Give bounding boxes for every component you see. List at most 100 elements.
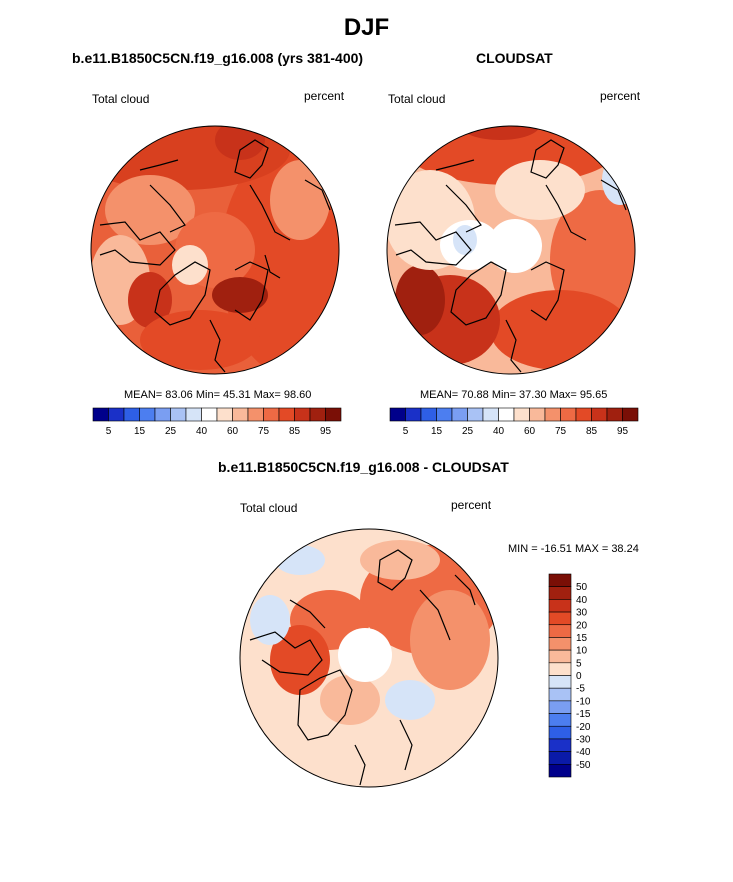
- diff-colorbar-swatch: [548, 713, 572, 727]
- diff-colorbar-tick-label: 50: [576, 582, 588, 593]
- model-colorbar-swatch: [108, 407, 125, 422]
- obs-colorbar-swatch: [575, 407, 592, 422]
- diff-colorbar-tick-label: 30: [576, 608, 588, 619]
- model-colorbar-tick-label: 15: [134, 426, 146, 437]
- obs-polar-map: [386, 125, 636, 375]
- obs-colorbar-tick-label: 75: [555, 426, 567, 437]
- diff-colorbar-swatch: [548, 586, 572, 600]
- model-polar-map: [90, 125, 340, 375]
- obs-colorbar-swatch: [389, 407, 406, 422]
- obs-colorbar-swatch: [482, 407, 499, 422]
- model-colorbar-tick-label: 40: [196, 426, 208, 437]
- diff-colorbar-swatch: [548, 687, 572, 702]
- model-colorbar-swatch: [139, 407, 156, 422]
- obs-variable-label: Total cloud: [388, 92, 446, 106]
- diff-stats: MIN = -16.51 MAX = 38.24: [508, 543, 639, 555]
- model-colorbar-swatch: [170, 407, 187, 422]
- obs-colorbar-swatch: [591, 407, 608, 422]
- diff-colorbar-tick-label: 40: [576, 595, 588, 606]
- model-colorbar-tick-label: 60: [227, 426, 239, 437]
- model-colorbar-swatch: [185, 407, 202, 422]
- model-colorbar-swatch: [216, 407, 233, 422]
- obs-colorbar-tick-label: 5: [403, 426, 409, 437]
- diff-colorbar-swatch: [548, 624, 572, 638]
- obs-colorbar-swatch: [513, 407, 530, 422]
- figure-title: DJF: [343, 14, 390, 41]
- diff-colorbar-swatch: [548, 649, 572, 664]
- diff-colorbar-tick-label: -30: [576, 734, 591, 745]
- model-colorbar-swatch: [154, 407, 171, 422]
- diff-coastlines: [249, 549, 476, 786]
- diff-colorbar-swatch: [548, 662, 572, 676]
- model-colorbar-swatch: [263, 407, 280, 422]
- obs-colorbar-tick-label: 25: [462, 426, 474, 437]
- obs-colorbar-swatch: [544, 407, 561, 422]
- obs-colorbar-swatch: [560, 407, 577, 422]
- obs-stats: MEAN= 70.88 Min= 37.30 Max= 95.65: [420, 389, 608, 401]
- diff-colorbar-tick-label: -5: [576, 684, 585, 695]
- diff-colorbar-swatch: [548, 700, 572, 714]
- obs-units-label: percent: [600, 89, 641, 103]
- diff-variable-label: Total cloud: [240, 501, 298, 515]
- model-colorbar-swatch: [92, 407, 109, 422]
- diff-colorbar-tick-label: -50: [576, 760, 591, 771]
- diff-colorbar-swatch: [548, 725, 572, 740]
- model-colorbar-swatch: [232, 407, 249, 422]
- obs-colorbar-tick-label: 60: [524, 426, 536, 437]
- obs-colorbar-swatch: [622, 407, 639, 422]
- diff-colorbar-swatch: [548, 675, 572, 689]
- diff-colorbar-tick-label: -15: [576, 709, 591, 720]
- diff-colorbar-swatch: [548, 751, 572, 765]
- diff-units-label: percent: [451, 498, 492, 512]
- obs-colorbar-swatch: [436, 407, 453, 422]
- diff-polar-map: [239, 528, 499, 788]
- obs-colorbar-swatch: [606, 407, 623, 422]
- obs-colorbar-swatch: [420, 407, 437, 422]
- diff-colorbar-tick-label: -20: [576, 722, 591, 733]
- obs-colorbar-tick-label: 40: [493, 426, 505, 437]
- obs-coastlines: [394, 139, 627, 373]
- diff-colorbar-tick-label: -10: [576, 696, 591, 707]
- obs-panel-title: CLOUDSAT: [476, 50, 553, 66]
- obs-colorbar-tick-label: 95: [617, 426, 629, 437]
- diff-colorbar-swatch: [548, 637, 572, 651]
- model-panel-title: b.e11.B1850C5CN.f19_g16.008 (yrs 381-400…: [72, 50, 364, 66]
- model-colorbar-tick-label: 5: [106, 426, 112, 437]
- diff-colorbar-tick-label: -40: [576, 747, 591, 758]
- diff-colorbar-swatch: [548, 764, 572, 778]
- obs-colorbar-swatch: [405, 407, 422, 422]
- diff-panel-title: b.e11.B1850C5CN.f19_g16.008 - CLOUDSAT: [218, 459, 509, 475]
- model-units-label: percent: [304, 89, 345, 103]
- obs-colorbar-swatch: [451, 407, 468, 422]
- model-colorbar-tick-label: 85: [289, 426, 301, 437]
- obs-colorbar-swatch: [529, 407, 546, 422]
- model-colorbar-tick-label: 25: [165, 426, 177, 437]
- model-colorbar-swatch: [325, 407, 342, 422]
- model-stats: MEAN= 83.06 Min= 45.31 Max= 98.60: [124, 389, 312, 401]
- diff-colorbar-swatch: [548, 573, 572, 587]
- diff-colorbar-tick-label: 10: [576, 646, 588, 657]
- diff-colorbar-swatch: [548, 599, 572, 613]
- model-colorbar-swatch: [123, 407, 140, 422]
- obs-colorbar-tick-label: 15: [431, 426, 443, 437]
- diff-colorbar-swatch: [548, 738, 572, 752]
- model-colorbar-swatch: [278, 407, 295, 422]
- diff-colorbar-tick-label: 0: [576, 671, 582, 682]
- obs-colorbar: 5 15 25 40 60 75 85 95: [389, 407, 639, 437]
- obs-colorbar-tick-label: 85: [586, 426, 598, 437]
- diff-colorbar-tick-label: 15: [576, 633, 588, 644]
- model-variable-label: Total cloud: [92, 92, 150, 106]
- diff-colorbar-tick-label: 5: [576, 658, 582, 669]
- model-colorbar-tick-label: 95: [320, 426, 332, 437]
- model-colorbar-swatch: [247, 407, 264, 422]
- model-colorbar-swatch: [294, 407, 311, 422]
- diff-colorbar-tick-label: 20: [576, 620, 588, 631]
- model-coastlines: [99, 139, 331, 373]
- model-colorbar-swatch: [201, 407, 218, 422]
- model-colorbar: 5 15 25 40 60 75 85 95: [92, 407, 342, 437]
- obs-colorbar-swatch: [498, 407, 515, 422]
- obs-colorbar-swatch: [467, 407, 484, 422]
- model-colorbar-swatch: [309, 407, 326, 422]
